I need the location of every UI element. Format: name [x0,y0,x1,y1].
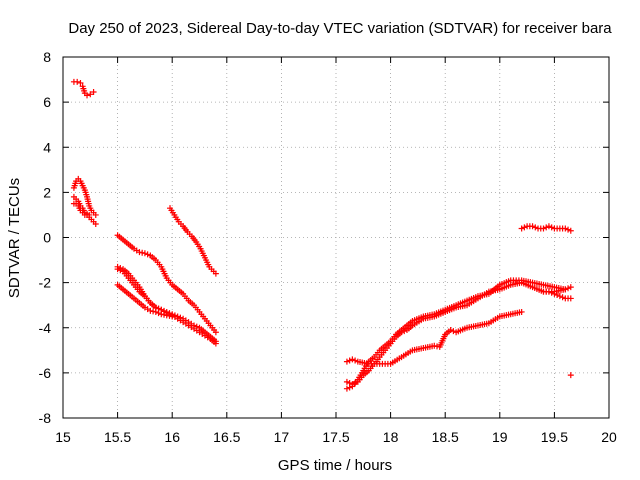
data-point [543,224,550,231]
data-point [212,329,219,336]
series-arc-4 [70,200,93,218]
data-point [567,284,574,291]
data-point [548,289,555,296]
data-point [114,263,121,270]
x-tick-label: 19.5 [541,429,568,445]
data-point [349,356,356,363]
data-point [212,270,219,277]
data-point [565,226,572,233]
data-point [343,378,350,385]
y-tick-label: -6 [39,365,52,381]
x-tick-label: 16 [164,429,180,445]
data-point [567,227,574,234]
series-arc-11 [343,277,569,392]
data-point [447,327,454,334]
data-point [141,250,148,257]
data-point [87,91,94,98]
data-point [565,285,572,292]
series-arc-1 [70,78,97,99]
data-point [343,358,350,365]
y-tick-label: 4 [43,139,51,155]
series-arc-8 [114,281,176,320]
y-tick-label: -8 [39,410,52,426]
x-tick-label: 15.5 [104,429,131,445]
x-tick-label: 17.5 [322,429,349,445]
data-point [532,224,539,231]
data-point [92,220,99,227]
data-point [77,79,84,86]
data-point [92,211,99,218]
data-point [540,225,547,232]
x-tick-label: 18.5 [432,429,459,445]
data-point [529,223,536,230]
x-axis-title: GPS time / hours [278,457,392,474]
chart-title: Day 250 of 2023, Sidereal Day-to-day VTE… [68,20,612,37]
data-point [86,211,93,218]
data-point [74,78,81,85]
data-point [343,385,350,392]
data-point [152,308,159,315]
x-tick-label: 20 [601,429,617,445]
data-point [521,224,528,231]
y-tick-label: 2 [43,184,51,200]
y-tick-label: -2 [39,275,52,291]
data-point [84,92,91,99]
data-point [346,357,353,364]
data-point [554,292,561,299]
x-tick-label: 17 [274,429,290,445]
data-point [545,223,552,230]
x-tick-label: 18 [383,429,399,445]
data-point [155,310,162,317]
data-point [518,308,525,315]
series-outlier [567,372,574,379]
data-point [548,224,555,231]
y-tick-label: 0 [43,230,51,246]
series-arc-7 [114,263,219,347]
x-tick-label: 15 [55,429,71,445]
x-tick-label: 16.5 [213,429,240,445]
y-axis-title: SDTVAR / TECUs [6,178,23,298]
y-tick-label: 6 [43,94,51,110]
axis-ticks: 15 15.5 16 16.5 17 17.5 18 18.5 19 19.5 2086420-2-… [39,49,617,445]
data-point [556,293,563,300]
x-tick-label: 19 [492,429,508,445]
data-point [545,288,552,295]
data-point [144,251,151,258]
data-point [562,286,569,293]
data-point [346,384,353,391]
series-arc-9 [167,205,219,277]
series-arc-3 [70,193,99,227]
data-point [352,357,359,364]
data-point [567,372,574,379]
data-point [567,295,574,302]
data-point [90,88,97,95]
data-point [559,294,566,301]
series-arc-14 [540,288,574,302]
y-tick-label: -4 [39,320,52,336]
data-point [562,225,569,232]
data-point [518,225,525,232]
series-arc-13 [518,223,574,234]
grid [63,57,609,418]
series-arc-2 [70,175,99,218]
series-arc-12 [343,308,525,367]
data-point [212,340,219,347]
data-point [551,290,558,297]
series-arc-5 [114,232,219,336]
data-point [117,264,124,271]
data-point [169,313,176,320]
y-tick-label: 8 [43,49,51,65]
data-points [70,78,574,392]
data-point [352,380,359,387]
